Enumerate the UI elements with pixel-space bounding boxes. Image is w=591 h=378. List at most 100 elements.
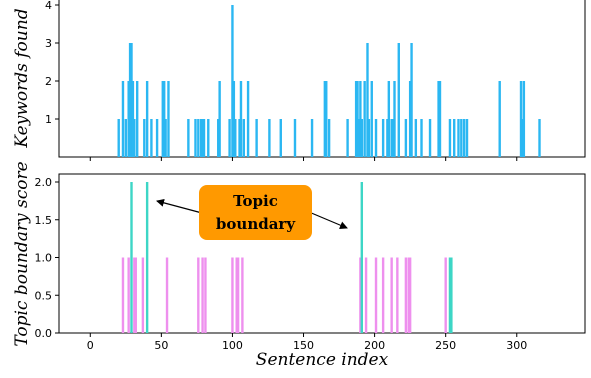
keywords-bar [117, 119, 120, 157]
keywords-bar [164, 119, 167, 157]
keywords-bar [428, 119, 432, 157]
keywords-bar [155, 119, 159, 157]
keywords-bar [360, 119, 364, 157]
topic-boundary-y-tick-label: 0.5 [35, 289, 53, 302]
topic-boundary-bar [404, 257, 408, 333]
topic-boundary-x-tick-label: 250 [435, 339, 456, 352]
callout-box [199, 185, 312, 240]
topic-boundary-bar [204, 257, 207, 333]
topic-boundary-y-tick-label: 2.0 [35, 176, 53, 189]
keywords-y-tick-label: 4 [45, 0, 52, 12]
keywords-bar [242, 119, 246, 157]
keywords-bar [386, 119, 389, 157]
topic-boundary-bar [444, 257, 447, 333]
topic-boundary-panel: 0.0 0.5 1.0 1.5 2.0 0 50 100 150 200 250 300 Topic… [12, 161, 586, 370]
keywords-bar [327, 119, 331, 157]
topic-boundary-bar [133, 257, 136, 333]
keywords-bar [404, 119, 408, 157]
keywords-bar [356, 81, 359, 157]
keywords-bar [465, 119, 469, 157]
topic-boundary-y-ticks: 0.0 0.5 1.0 1.5 2.0 [35, 176, 59, 340]
keywords-bar [143, 119, 146, 157]
keywords-bar [460, 119, 463, 157]
keywords-x-ticks [89, 157, 518, 161]
keywords-bar [133, 119, 136, 157]
topic-boundary-x-tick-label: 300 [506, 339, 527, 352]
keywords-y-tick-label: 2 [45, 75, 52, 88]
keywords-bar [163, 81, 166, 157]
keywords-bar [131, 81, 135, 157]
topic-boundary-callout: Topic boundary [156, 185, 348, 240]
keywords-y-tick-label: 3 [45, 37, 52, 50]
keywords-bar [367, 119, 371, 157]
keywords-bar [218, 81, 221, 157]
keywords-bar [194, 119, 197, 157]
keywords-bar [522, 81, 526, 157]
topic-boundary-bar [231, 257, 234, 333]
keywords-bar [457, 119, 460, 157]
keywords-bar [167, 81, 170, 157]
topic-boundary-bar [364, 257, 368, 333]
keywords-bar [325, 81, 328, 157]
keywords-bar [145, 81, 149, 157]
keywords-bar [217, 119, 220, 157]
keywords-bar [207, 119, 210, 157]
keywords-bar [357, 119, 361, 157]
topic-boundary-bar [141, 257, 145, 333]
topic-boundary-bar [390, 257, 393, 333]
topic-boundary-bar [360, 182, 364, 333]
topic-boundary-bar [165, 257, 169, 333]
topic-boundary-x-tick-label: 50 [154, 339, 168, 352]
keywords-bar [150, 119, 153, 157]
topic-boundary-bar [127, 257, 130, 333]
keywords-bar [239, 81, 243, 157]
top-plot-frame [58, 0, 586, 158]
keywords-bar [135, 81, 139, 157]
topic-boundary-bar [130, 182, 133, 333]
topic-boundary-bar [197, 257, 200, 333]
keywords-bar [498, 81, 501, 157]
topic-boundary-bar [448, 257, 452, 333]
keywords-bar [293, 119, 297, 157]
topic-boundary-bar [408, 257, 412, 333]
keywords-bar [359, 81, 362, 157]
topic-boundary-bar [121, 257, 125, 333]
keywords-bar [232, 81, 236, 157]
keywords-bar [346, 119, 349, 157]
keywords-y-ticks: 1 2 3 4 [45, 0, 59, 126]
keywords-bar [201, 119, 204, 157]
topic-boundary-y-axis-label: Topic boundary score [12, 161, 32, 346]
topic-boundary-x-tick-label: 0 [87, 339, 94, 352]
keywords-bar [387, 81, 391, 157]
keywords-bar [363, 81, 366, 157]
keywords-bar [161, 81, 164, 157]
keywords-bar [390, 119, 393, 157]
keywords-bar [408, 81, 412, 157]
topic-boundary-bar [241, 257, 244, 333]
keywords-bar [381, 119, 385, 157]
topic-boundary-x-ticks: 0 50 100 150 200 250 300 [87, 333, 527, 352]
keywords-bar [228, 119, 231, 157]
keywords-y-tick-label: 1 [45, 113, 52, 126]
topic-boundary-bar [407, 257, 410, 333]
keywords-y-axis-label: Keywords found [12, 8, 32, 148]
keywords-bar [437, 81, 440, 157]
topic-boundary-bar [396, 257, 399, 333]
keywords-bar [397, 43, 400, 157]
bottom-plot-frame [58, 173, 586, 334]
keywords-bar [199, 119, 203, 157]
keywords-bar [238, 119, 241, 157]
keywords-bar [448, 119, 452, 157]
keywords-bar [370, 81, 373, 157]
keywords-bar [323, 81, 327, 157]
keywords-bar [414, 119, 418, 157]
keywords-bar [462, 119, 466, 157]
keywords-bar [187, 119, 190, 157]
callout-arrow-left [156, 198, 203, 214]
topic-boundary-bar [381, 257, 385, 333]
keywords-bar [521, 119, 524, 157]
keywords-panel: 1 2 3 4 Keywords found [12, 0, 586, 161]
keywords-bar [420, 119, 423, 157]
keywords-bar [121, 81, 125, 157]
